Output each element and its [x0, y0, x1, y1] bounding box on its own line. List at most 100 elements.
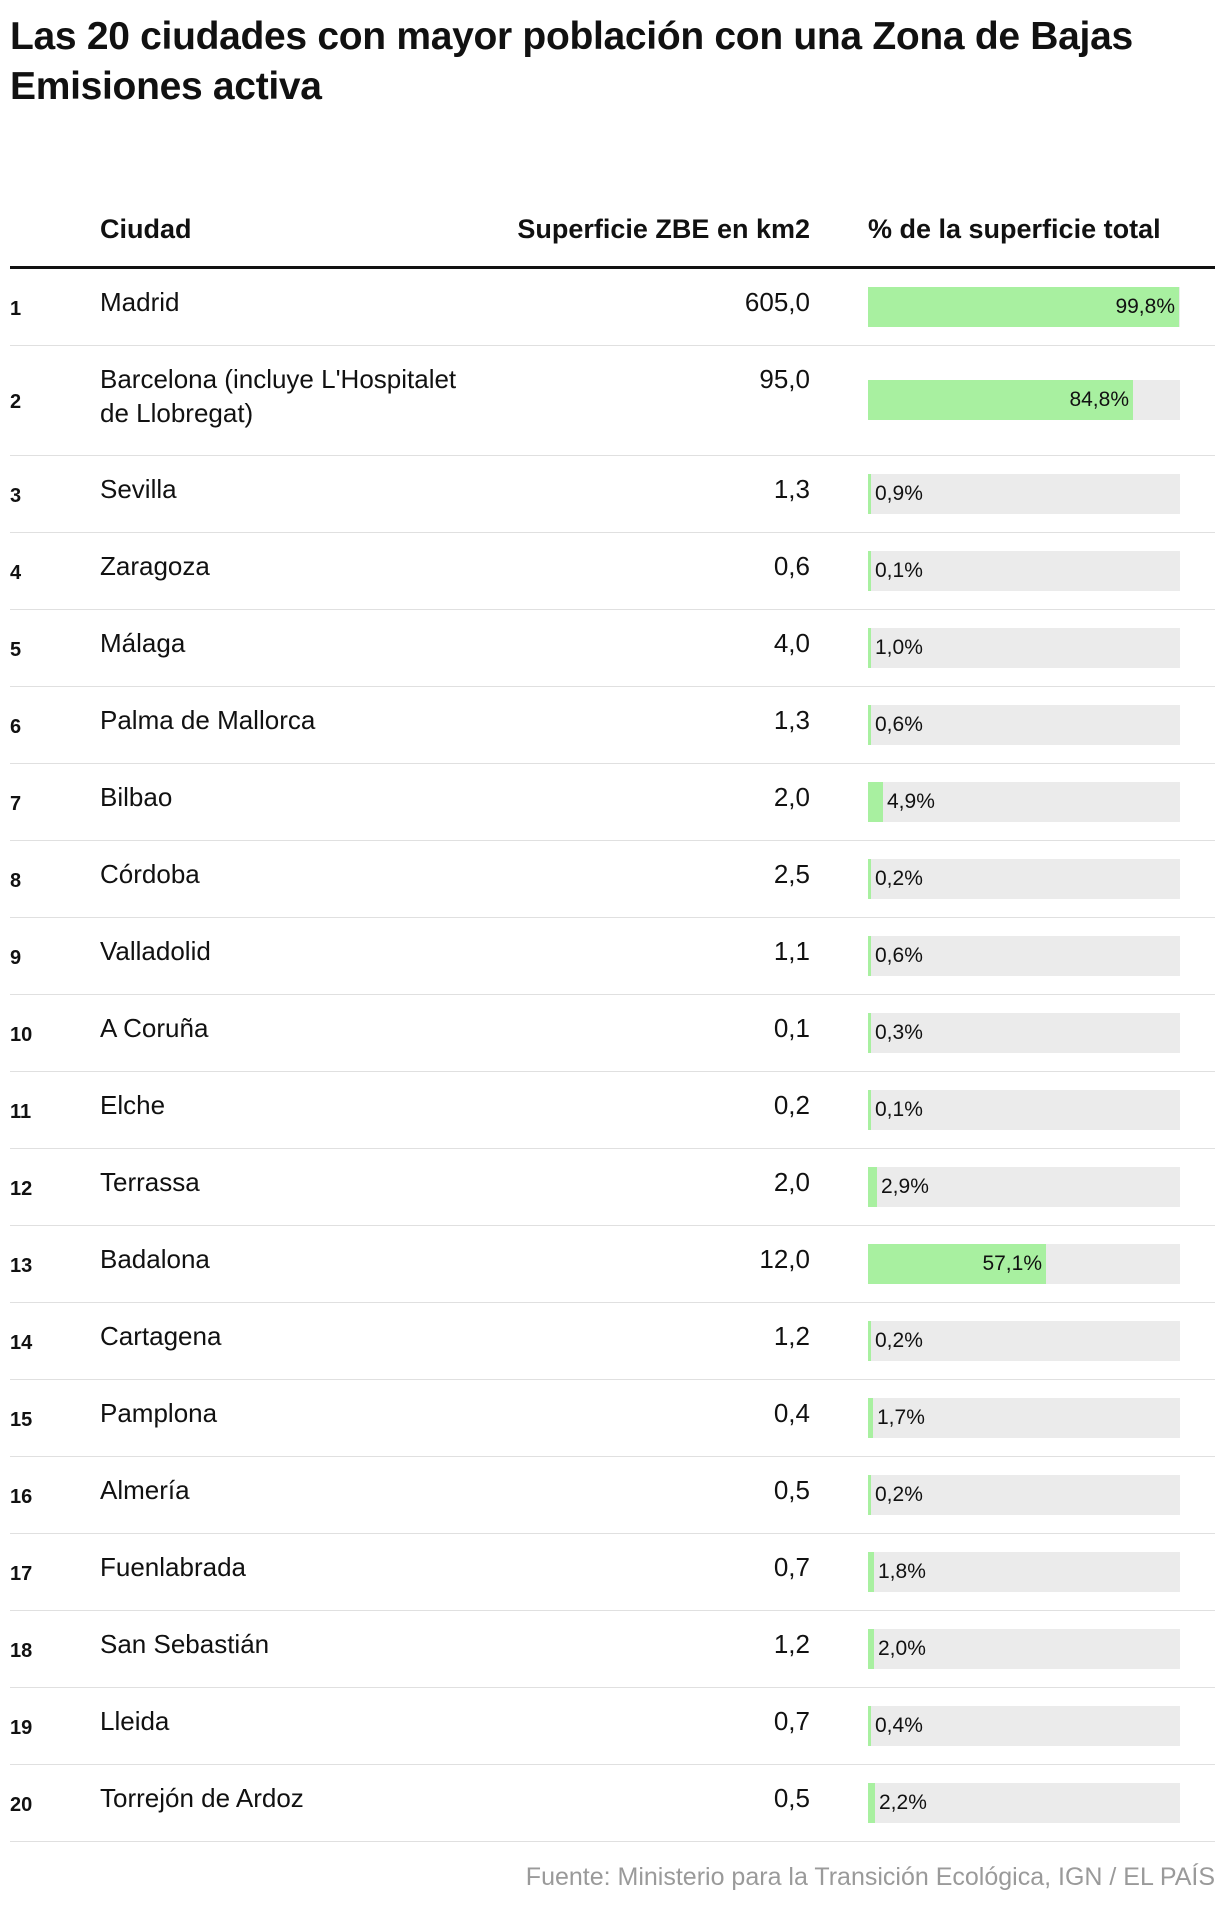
- area-value: 95,0: [759, 364, 810, 394]
- area-value: 0,7: [773, 1706, 810, 1736]
- pct-label: 0,4%: [875, 1714, 923, 1737]
- pct-bar-track: 4,9%: [868, 782, 1180, 822]
- pct-bar-track: 0,2%: [868, 859, 1180, 899]
- area-value: 0,4: [773, 1398, 810, 1428]
- table-row: 16 Almería 0,5 0,2%: [10, 1457, 1215, 1534]
- pct-bar-track: 84,8%: [868, 380, 1180, 420]
- pct-bar: [868, 380, 1133, 420]
- area-value: 1,2: [773, 1629, 810, 1659]
- table-row: 14 Cartagena 1,2 0,2%: [10, 1303, 1215, 1380]
- pct-bar-track: 0,6%: [868, 705, 1180, 745]
- rank-label: 6: [10, 716, 22, 738]
- pct-bar: [868, 1321, 871, 1361]
- table-row: 10 A Coruña 0,1 0,3%: [10, 995, 1215, 1072]
- pct-bar-track: 0,2%: [868, 1475, 1180, 1515]
- pct-bar-track: 0,2%: [868, 1321, 1180, 1361]
- table-row: 11 Elche 0,2 0,1%: [10, 1072, 1215, 1149]
- city-name: Zaragoza: [100, 551, 210, 581]
- pct-bar: [868, 628, 871, 668]
- city-name: Barcelona (incluye L'Hospitalet de Llobr…: [100, 364, 457, 428]
- chart-title: Las 20 ciudades con mayor población con …: [10, 15, 1133, 108]
- pct-bar-track: 1,0%: [868, 628, 1180, 668]
- pct-label: 0,2%: [875, 867, 923, 890]
- pct-label: 0,6%: [875, 713, 923, 736]
- pct-bar-track: 0,3%: [868, 1013, 1180, 1053]
- area-value: 1,3: [773, 705, 810, 735]
- pct-bar-track: 0,9%: [868, 474, 1180, 514]
- pct-bar: [868, 1475, 871, 1515]
- city-name: Valladolid: [100, 936, 211, 966]
- table-row: 6 Palma de Mallorca 1,3 0,6%: [10, 687, 1215, 764]
- pct-label: 0,9%: [875, 482, 923, 505]
- area-value: 0,2: [773, 1090, 810, 1120]
- pct-label: 99,8%: [1115, 295, 1175, 318]
- rank-label: 7: [10, 793, 22, 815]
- pct-label: 57,1%: [982, 1252, 1042, 1275]
- rank-label: 13: [10, 1255, 33, 1277]
- pct-bar: [868, 1244, 1046, 1284]
- table-row: 20 Torrejón de Ardoz 0,5 2,2%: [10, 1765, 1215, 1842]
- table-row: 4 Zaragoza 0,6 0,1%: [10, 533, 1215, 610]
- city-name: Terrassa: [100, 1167, 200, 1197]
- pct-label: 0,1%: [875, 559, 923, 582]
- table-body: 1 Madrid 605,0 99,8% 2 Barcelona (incluye L'H…: [10, 269, 1215, 1842]
- table-row: 19 Lleida 0,7 0,4%: [10, 1688, 1215, 1765]
- area-value: 2,5: [773, 859, 810, 889]
- pct-bar-track: 57,1%: [868, 1244, 1180, 1284]
- pct-bar: [868, 1090, 871, 1130]
- table-header: Ciudad Superficie ZBE en km2 % de la sup…: [10, 166, 1215, 269]
- pct-bar-track: 2,2%: [868, 1783, 1180, 1823]
- pct-bar: [868, 1783, 875, 1823]
- pct-label: 0,2%: [875, 1483, 923, 1506]
- table-row: 2 Barcelona (incluye L'Hospitalet de Llob…: [10, 346, 1215, 456]
- pct-bar-track: 99,8%: [868, 287, 1180, 327]
- city-name: Palma de Mallorca: [100, 705, 316, 735]
- pct-label: 2,2%: [879, 1791, 927, 1814]
- pct-label: 0,6%: [875, 944, 923, 967]
- pct-bar: [868, 859, 871, 899]
- table-row: 12 Terrassa 2,0 2,9%: [10, 1149, 1215, 1226]
- rank-label: 10: [10, 1024, 33, 1046]
- table-row: 8 Córdoba 2,5 0,2%: [10, 841, 1215, 918]
- pct-bar-track: 1,7%: [868, 1398, 1180, 1438]
- area-value: 2,0: [773, 782, 810, 812]
- city-name: Bilbao: [100, 782, 173, 812]
- pct-label: 1,8%: [878, 1560, 926, 1583]
- pct-label: 0,2%: [875, 1329, 923, 1352]
- pct-bar-track: 0,4%: [868, 1706, 1180, 1746]
- city-name: Almería: [100, 1475, 190, 1505]
- table-row: 3 Sevilla 1,3 0,9%: [10, 456, 1215, 533]
- pct-label: 0,3%: [875, 1021, 923, 1044]
- rank-label: 12: [10, 1178, 33, 1200]
- pct-label: 4,9%: [887, 790, 935, 813]
- rank-label: 5: [10, 639, 22, 661]
- pct-bar-track: 0,1%: [868, 1090, 1180, 1130]
- area-value: 2,0: [773, 1167, 810, 1197]
- area-value: 12,0: [759, 1244, 810, 1274]
- column-header-area: Superficie ZBE en km2: [517, 214, 810, 244]
- area-value: 0,5: [773, 1475, 810, 1505]
- area-value: 0,7: [773, 1552, 810, 1582]
- source-note: Fuente: Ministerio para la Transición Ec…: [525, 1863, 1215, 1891]
- table-row: 15 Pamplona 0,4 1,7%: [10, 1380, 1215, 1457]
- pct-label: 1,7%: [877, 1406, 925, 1429]
- pct-bar: [868, 705, 871, 745]
- area-value: 0,1: [773, 1013, 810, 1043]
- table-row: 9 Valladolid 1,1 0,6%: [10, 918, 1215, 995]
- area-value: 0,5: [773, 1783, 810, 1813]
- city-name: San Sebastián: [100, 1629, 270, 1659]
- city-name: Badalona: [100, 1244, 210, 1274]
- pct-bar-track: 1,8%: [868, 1552, 1180, 1592]
- city-name: Sevilla: [100, 474, 177, 504]
- area-value: 605,0: [744, 287, 810, 317]
- pct-bar: [868, 287, 1179, 327]
- city-name: Cartagena: [100, 1321, 222, 1351]
- pct-bar: [868, 1167, 877, 1207]
- rank-label: 17: [10, 1563, 33, 1585]
- table-row: 5 Málaga 4,0 1,0%: [10, 610, 1215, 687]
- pct-label: 2,9%: [881, 1175, 929, 1198]
- city-name: Fuenlabrada: [100, 1552, 246, 1582]
- area-value: 1,2: [773, 1321, 810, 1351]
- rank-label: 4: [10, 562, 22, 584]
- column-header-city: Ciudad: [100, 214, 192, 244]
